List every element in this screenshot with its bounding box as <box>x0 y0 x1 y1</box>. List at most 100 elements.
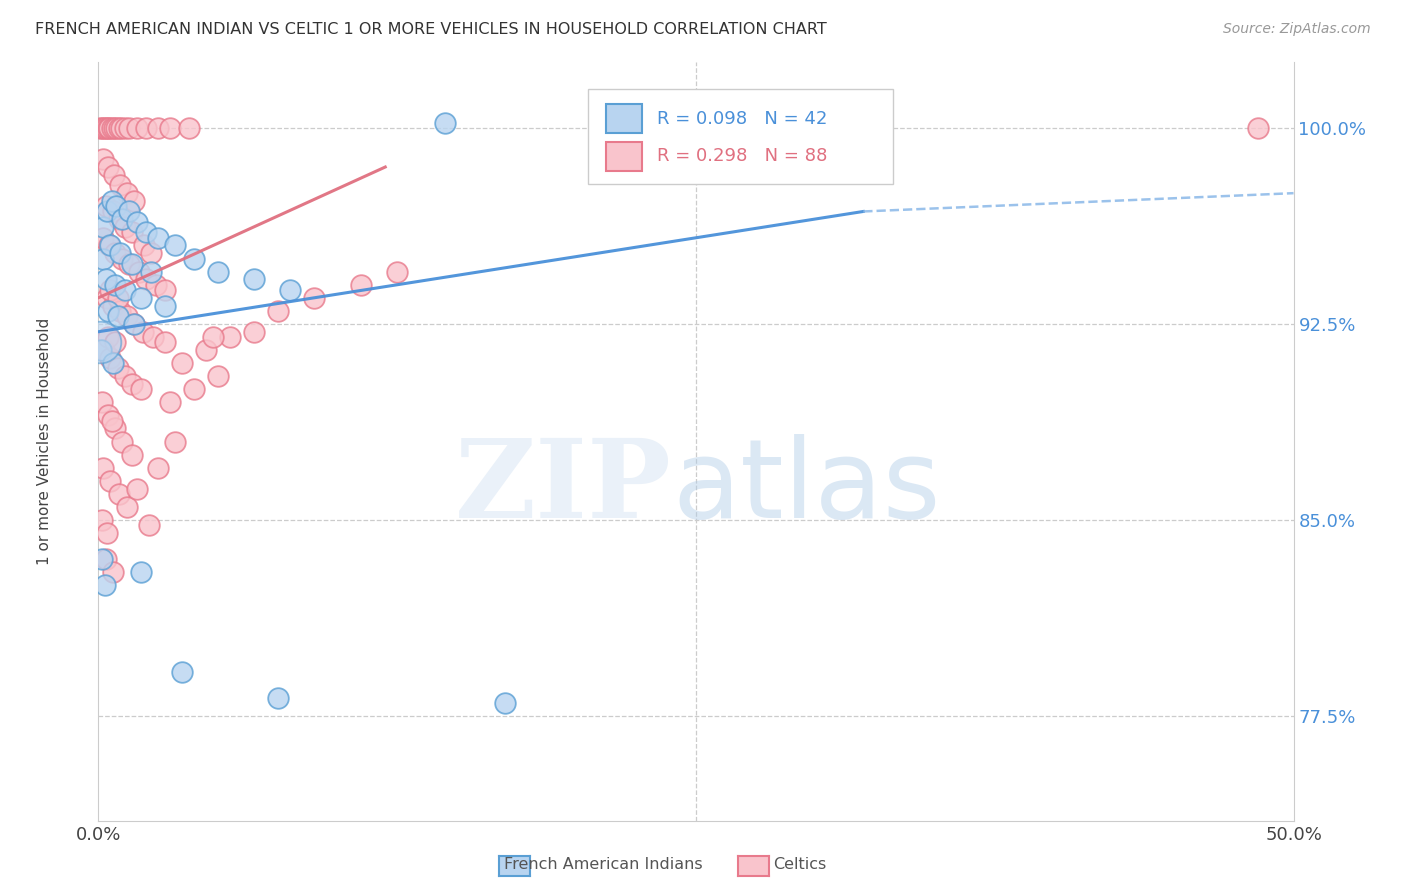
Point <box>94 120 117 135</box>
Point <box>131 291 153 305</box>
Text: FRENCH AMERICAN INDIAN VS CELTIC 1 OR MORE VEHICLES IN HOUSEHOLD CORRELATION CHA: FRENCH AMERICAN INDIAN VS CELTIC 1 OR MO… <box>35 22 827 37</box>
Point <box>267 690 290 705</box>
Point <box>103 168 125 182</box>
Point <box>385 264 409 278</box>
Point <box>155 283 177 297</box>
Point <box>135 272 157 286</box>
Point <box>98 238 121 252</box>
Point <box>89 335 111 350</box>
FancyBboxPatch shape <box>606 104 643 133</box>
Point <box>118 257 141 271</box>
Point <box>114 120 136 135</box>
Point <box>131 325 153 339</box>
Point <box>121 226 143 240</box>
Point <box>115 186 138 201</box>
Point <box>121 448 143 462</box>
Point <box>118 120 141 135</box>
Point <box>350 277 373 292</box>
Point <box>98 283 122 297</box>
Point <box>97 303 120 318</box>
Point <box>94 552 117 566</box>
Point <box>91 395 114 409</box>
Point <box>105 199 128 213</box>
Point <box>96 204 118 219</box>
Point <box>202 330 225 344</box>
Point <box>302 291 325 305</box>
Point <box>107 291 129 305</box>
Point <box>111 434 134 449</box>
Point <box>91 120 114 135</box>
Point <box>110 120 132 135</box>
Point <box>98 351 122 365</box>
Point <box>104 335 127 350</box>
Point <box>135 226 157 240</box>
Point <box>97 330 120 344</box>
FancyBboxPatch shape <box>606 142 643 171</box>
Point <box>107 309 129 323</box>
Point <box>128 264 150 278</box>
Point <box>207 369 229 384</box>
Point <box>101 299 124 313</box>
Point <box>89 120 111 135</box>
Point <box>111 212 134 227</box>
Point <box>100 414 122 428</box>
Text: atlas: atlas <box>672 434 941 541</box>
Point <box>100 120 122 135</box>
Point <box>114 369 136 384</box>
Point <box>163 238 186 252</box>
Point <box>1247 120 1270 135</box>
Point <box>107 361 129 376</box>
Point <box>155 335 177 350</box>
Point <box>207 264 229 278</box>
Point <box>91 552 114 566</box>
Point <box>159 395 181 409</box>
FancyBboxPatch shape <box>589 89 893 184</box>
Point <box>101 356 124 370</box>
Point <box>94 199 117 213</box>
Point <box>138 518 160 533</box>
Point <box>111 252 134 266</box>
Point <box>104 246 127 260</box>
Point <box>96 120 118 135</box>
Point <box>107 212 129 227</box>
Point <box>93 120 115 135</box>
Point <box>159 120 181 135</box>
Point <box>124 194 146 208</box>
Point <box>115 309 138 323</box>
Point <box>142 330 165 344</box>
Point <box>219 330 242 344</box>
Point <box>148 230 170 244</box>
Point <box>103 120 125 135</box>
Point <box>98 474 122 488</box>
Point <box>91 152 114 166</box>
Point <box>108 178 131 193</box>
Point <box>96 526 118 541</box>
Point <box>172 665 194 679</box>
Point <box>108 246 131 260</box>
Text: R = 0.098   N = 42: R = 0.098 N = 42 <box>657 110 827 128</box>
Point <box>148 460 170 475</box>
Point <box>97 409 120 423</box>
Point <box>104 421 127 435</box>
Text: R = 0.298   N = 88: R = 0.298 N = 88 <box>657 147 827 165</box>
Point <box>124 317 146 331</box>
Text: French American Indians: French American Indians <box>505 857 703 872</box>
Point <box>90 343 112 357</box>
Text: Source: ZipAtlas.com: Source: ZipAtlas.com <box>1223 22 1371 37</box>
Point <box>125 482 148 496</box>
Point <box>131 566 153 580</box>
Text: Celtics: Celtics <box>773 857 827 872</box>
Point <box>100 194 122 208</box>
Point <box>121 377 143 392</box>
Point <box>148 120 170 135</box>
Point <box>139 264 162 278</box>
Point <box>97 160 120 174</box>
Point <box>135 120 157 135</box>
Point <box>494 696 516 710</box>
Point <box>101 566 124 580</box>
Point <box>114 220 136 235</box>
Point <box>145 277 167 292</box>
Point <box>108 303 131 318</box>
Point <box>434 115 457 129</box>
Point <box>114 283 136 297</box>
